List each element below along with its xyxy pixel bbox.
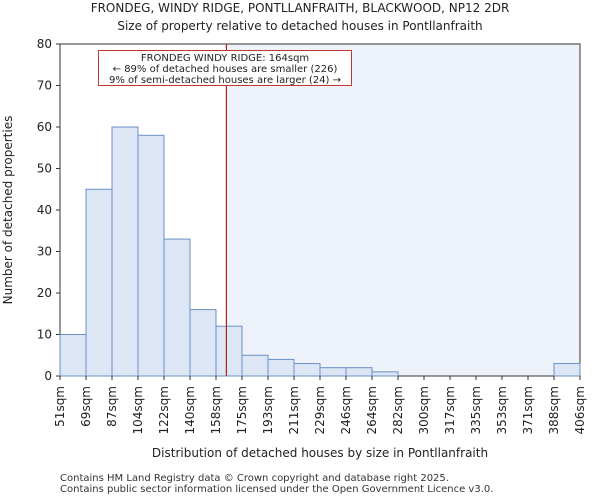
x-tick-label-13: 282sqm <box>391 386 405 434</box>
x-tick-label-17: 353sqm <box>495 386 509 434</box>
y-tick-label-8: 80 <box>37 37 52 51</box>
x-axis-label: Distribution of detached houses by size … <box>152 446 488 460</box>
footer-line-2: Contains public sector information licen… <box>60 484 494 495</box>
chart-subtitle: Size of property relative to detached ho… <box>117 19 483 33</box>
y-tick-label-6: 60 <box>37 120 52 134</box>
annotation-line-3: 9% of semi-detached houses are larger (2… <box>108 75 342 86</box>
highlight-region <box>226 44 580 376</box>
x-tick-label-15: 317sqm <box>443 386 457 434</box>
x-tick-label-5: 140sqm <box>183 386 197 434</box>
x-tick-label-9: 211sqm <box>287 386 301 434</box>
bar-10 <box>319 367 347 377</box>
bar-5 <box>189 309 217 377</box>
bar-4 <box>163 238 191 377</box>
bar-2 <box>111 126 139 377</box>
bar-6 <box>215 325 243 377</box>
y-tick-label-1: 10 <box>37 328 52 342</box>
bar-1 <box>85 188 113 377</box>
x-tick-label-10: 229sqm <box>313 386 327 434</box>
annotation-box: FRONDEG WINDY RIDGE: 164sqm ← 89% of det… <box>98 50 352 86</box>
chart-title: FRONDEG, WINDY RIDGE, PONTLLANFRAITH, BL… <box>90 1 510 15</box>
y-axis-label: Number of detached properties <box>1 116 15 305</box>
bar-9 <box>293 363 321 377</box>
x-tick-label-8: 193sqm <box>261 386 275 434</box>
annotation-line-2: ← 89% of detached houses are smaller (22… <box>112 64 338 75</box>
y-tick-label-2: 20 <box>37 286 52 300</box>
x-tick-label-6: 158sqm <box>209 386 223 434</box>
x-tick-label-12: 264sqm <box>365 386 379 434</box>
x-tick-label-14: 300sqm <box>417 386 431 434</box>
x-tick-label-4: 122sqm <box>157 386 171 434</box>
annotation-line-1: FRONDEG WINDY RIDGE: 164sqm <box>140 53 310 64</box>
y-tick-label-0: 0 <box>44 369 52 383</box>
x-tick-label-0: 51sqm <box>53 386 67 427</box>
x-tick-label-3: 104sqm <box>131 386 145 434</box>
x-tick-label-19: 388sqm <box>547 386 561 434</box>
bar-3 <box>137 134 165 377</box>
bar-7 <box>241 354 269 377</box>
bar-8 <box>267 358 295 377</box>
bar-19 <box>553 363 581 377</box>
x-tick-label-7: 175sqm <box>235 386 249 434</box>
y-tick-label-3: 30 <box>37 245 52 259</box>
y-tick-label-5: 50 <box>37 162 52 176</box>
y-tick-label-4: 40 <box>37 203 52 217</box>
x-tick-label-11: 246sqm <box>339 386 353 434</box>
bar-11 <box>345 367 373 377</box>
x-tick-label-20: 406sqm <box>573 386 587 434</box>
x-tick-label-16: 335sqm <box>469 386 483 434</box>
x-tick-label-18: 371sqm <box>521 386 535 434</box>
x-tick-label-2: 87sqm <box>105 386 119 427</box>
footer-line-1: Contains HM Land Registry data © Crown c… <box>60 473 449 484</box>
bar-0 <box>59 334 87 377</box>
bar-12 <box>371 371 399 377</box>
x-tick-label-1: 69sqm <box>79 386 93 427</box>
y-tick-label-7: 70 <box>37 79 52 93</box>
